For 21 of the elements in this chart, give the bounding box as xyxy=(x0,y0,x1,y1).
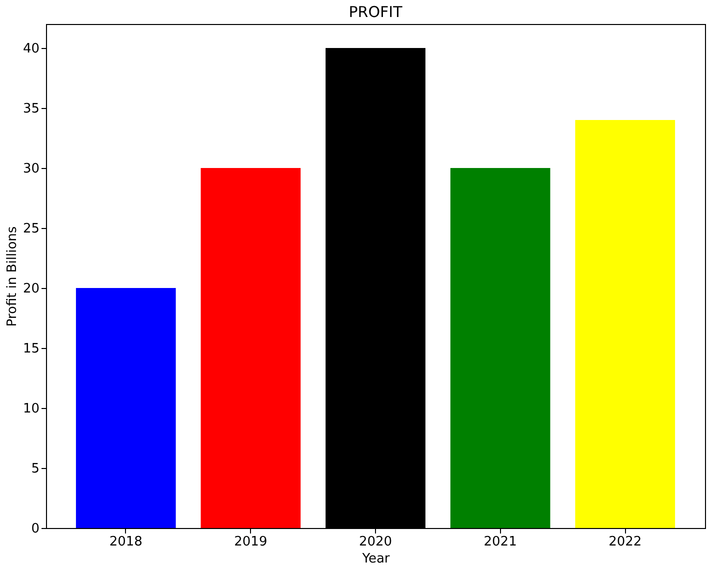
y-axis-title: Profit in Billions xyxy=(4,226,20,327)
y-tick-label: 5 xyxy=(31,462,40,476)
y-tick-label: 10 xyxy=(22,402,40,416)
x-tick-label: 2020 xyxy=(358,534,392,550)
x-tick-label: 2022 xyxy=(608,534,642,550)
y-tick-label: 15 xyxy=(22,342,40,356)
y-tick-label: 35 xyxy=(22,102,40,116)
bar xyxy=(575,120,676,528)
x-tick-label: 2021 xyxy=(484,534,517,550)
y-tick-label: 25 xyxy=(22,222,40,236)
y-tick-label: 30 xyxy=(22,162,40,176)
x-tick-label: 2019 xyxy=(234,534,268,550)
y-tick-label: 40 xyxy=(22,42,40,56)
bar xyxy=(200,168,301,528)
x-axis-title: Year xyxy=(361,552,390,566)
chart-title: PROFIT xyxy=(348,3,404,21)
x-tick-label: 2018 xyxy=(109,534,142,550)
y-tick-label: 0 xyxy=(31,522,40,536)
bar xyxy=(450,168,550,528)
y-tick-label: 20 xyxy=(22,282,40,296)
bar xyxy=(76,288,176,528)
